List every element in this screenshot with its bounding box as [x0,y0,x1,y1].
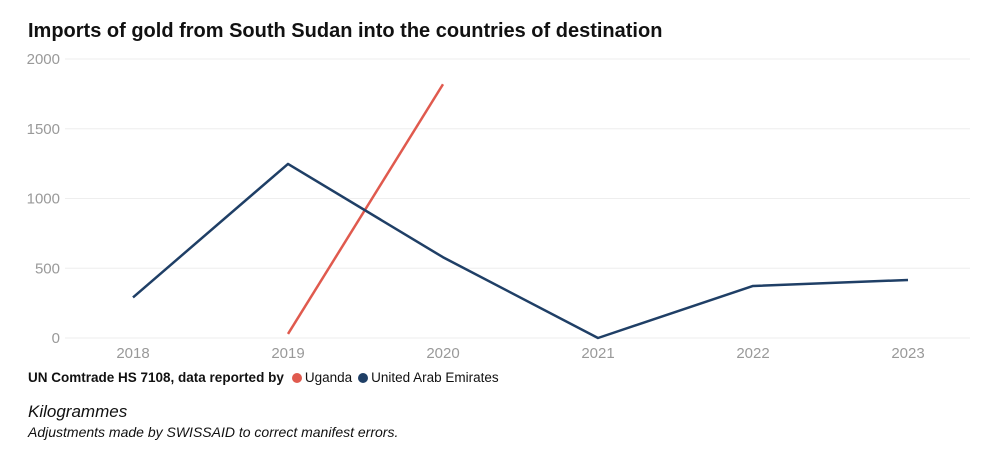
x-tick-label: 2022 [736,345,769,362]
x-tick-label: 2019 [271,345,304,362]
legend-dot-icon [358,372,369,383]
y-tick-label: 500 [35,260,60,277]
legend: UN Comtrade HS 7108, data reported by Ug… [28,370,505,385]
legend-label: Uganda [304,370,353,385]
x-tick-label: 2018 [116,345,149,362]
chart-title: Imports of gold from South Sudan into th… [28,20,663,42]
unit-label: Kilogrammes [28,402,128,421]
series-line-uganda [286,83,445,335]
x-tick-label: 2021 [581,345,614,362]
y-tick-label: 1000 [27,191,60,208]
y-tick-label: 1500 [27,121,60,138]
legend-title: UN Comtrade HS 7108, data reported by [28,370,284,385]
x-tick-label: 2023 [891,345,924,362]
y-tick-label: 0 [52,330,60,347]
x-tick-label: 2020 [426,345,459,362]
footnote: Adjustments made by SWISSAID to correct … [28,424,399,440]
legend-item-uganda[interactable]: Uganda [291,370,353,385]
y-tick-label: 2000 [27,51,60,68]
legend-item-uae[interactable]: United Arab Emirates [358,370,499,385]
series-line-united-arab-emirates [132,162,909,340]
legend-dot-icon [291,372,302,383]
legend-label: United Arab Emirates [371,370,499,385]
